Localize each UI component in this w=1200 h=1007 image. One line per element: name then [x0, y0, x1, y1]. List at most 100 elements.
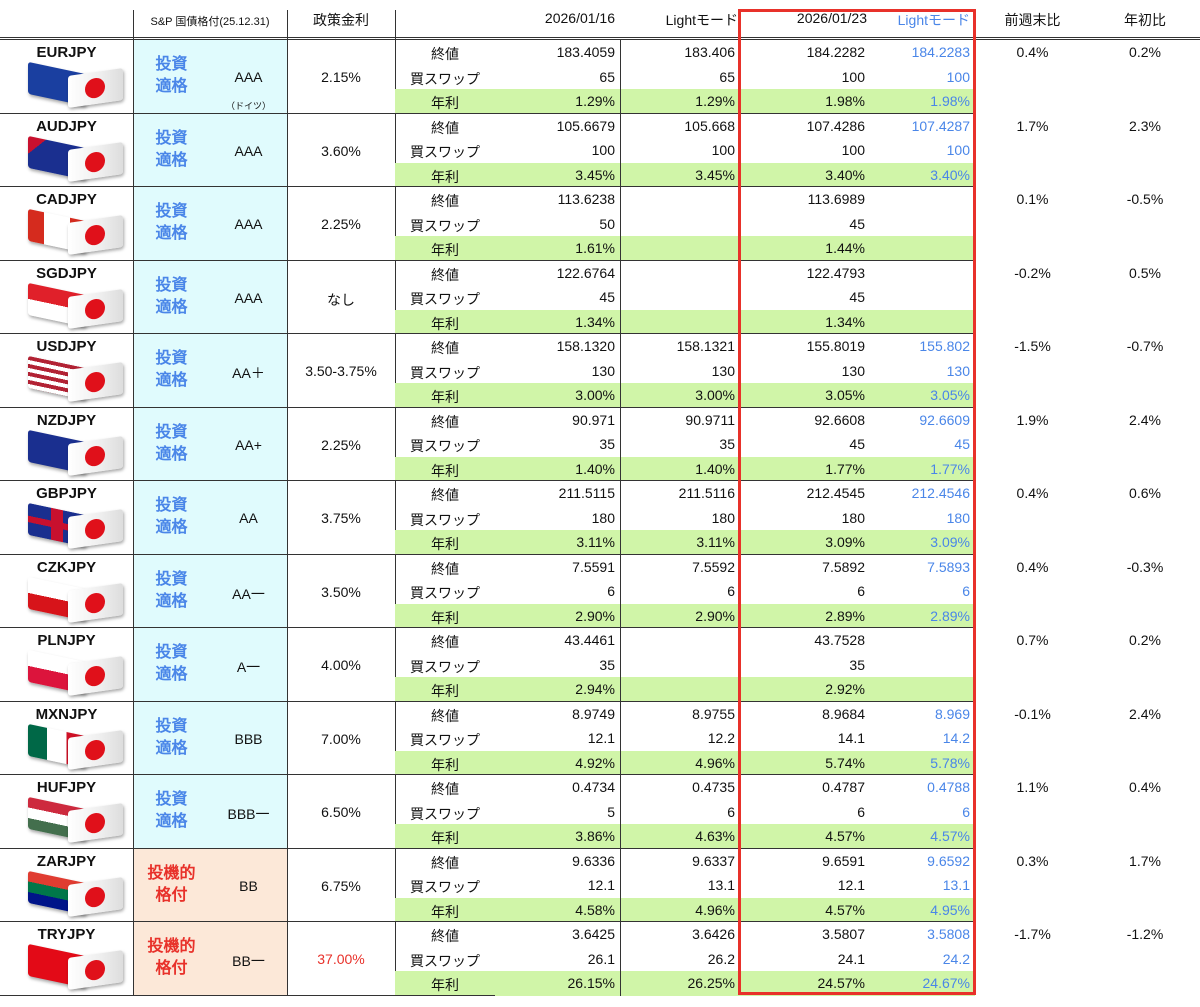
- year-change: 0.6%: [1129, 485, 1161, 501]
- currency-row: CADJPY 投資 適格 AAA 2.25% 終値 113.6238 113.69…: [0, 187, 1200, 261]
- swap-value: 100: [946, 142, 970, 158]
- currency-row: HUFJPY 投資 適格 BBB一 6.50% 終値 0.4734 0.4735 0…: [0, 775, 1200, 849]
- close-value: 122.4793: [806, 264, 865, 281]
- close-value: 7.5892: [822, 558, 865, 575]
- close-value: 7.5591: [572, 558, 615, 575]
- close-label: 終値: [431, 707, 459, 724]
- swap-value: 45: [849, 436, 865, 452]
- close-line: 終値 122.6764 122.4793: [395, 261, 975, 286]
- annual-value: 1.98%: [930, 93, 970, 109]
- week-change: 0.7%: [1016, 632, 1049, 648]
- close-value: 8.9749: [572, 705, 615, 722]
- close-value: 0.4735: [692, 779, 735, 795]
- close-value: 3.6425: [572, 926, 615, 942]
- swap-value: 13.1: [707, 877, 735, 893]
- row-divider: [0, 112, 975, 114]
- column-divider: [133, 10, 134, 995]
- swap-value: 13.1: [942, 877, 970, 893]
- close-value: 43.7528: [814, 632, 865, 648]
- annual-line: 年利 4.58% 4.96% 4.57% 4.95%: [395, 897, 975, 922]
- annual-value: 4.58%: [575, 901, 615, 918]
- column-divider: [620, 407, 621, 481]
- close-label: 終値: [431, 266, 459, 283]
- year-change: 0.2%: [1129, 44, 1161, 60]
- swap-label: 買スワップ: [410, 70, 480, 87]
- year-change: 2.4%: [1129, 411, 1161, 428]
- annual-value: 26.15%: [567, 975, 615, 991]
- policy-rate: 3.60%: [321, 142, 361, 159]
- swap-value: 50: [599, 215, 615, 232]
- swap-value: 180: [591, 509, 615, 526]
- close-line: 終値 8.9749 8.9755 8.9684 8.969: [395, 702, 975, 727]
- swap-value: 130: [711, 362, 735, 379]
- flag-icon-au: [28, 135, 123, 183]
- annual-value: 4.96%: [695, 901, 735, 918]
- annual-line: 年利 4.92% 4.96% 5.74% 5.78%: [395, 750, 975, 775]
- close-value: 92.6608: [814, 411, 865, 428]
- rating-value: BB: [239, 877, 258, 894]
- annual-label: 年利: [431, 536, 459, 552]
- close-value: 155.802: [919, 338, 970, 354]
- close-value: 90.971: [572, 411, 615, 428]
- rating-value: A一: [236, 659, 261, 675]
- annual-value: 4.57%: [930, 828, 970, 844]
- row-divider: [0, 700, 975, 702]
- close-value: 212.4545: [806, 485, 865, 501]
- header-year: 年初比: [1124, 12, 1166, 28]
- annual-value: 24.57%: [817, 975, 865, 991]
- flag-icon-eu: [28, 61, 123, 109]
- close-value: 92.6609: [919, 411, 970, 428]
- close-value: 183.4059: [556, 44, 615, 60]
- annual-value: 26.25%: [687, 975, 735, 991]
- close-value: 7.5893: [927, 558, 970, 575]
- currency-row: ZARJPY 投機的 格付 BB 6.75% 終値 9.6336 9.6337 9.…: [0, 848, 1200, 922]
- swap-value: 130: [591, 362, 615, 379]
- annual-value: 1.77%: [930, 460, 970, 477]
- rating-type: 投資 適格: [155, 350, 188, 389]
- swap-line: 買スワップ 65 65 100 100: [395, 65, 975, 90]
- rating-cell: [134, 187, 287, 261]
- rating-cell: [134, 334, 287, 408]
- rating-value: AAA: [234, 216, 263, 232]
- close-value: 184.2282: [806, 44, 865, 60]
- week-change: 0.1%: [1016, 191, 1049, 207]
- year-change: 2.4%: [1129, 705, 1161, 722]
- annual-line: 年利 1.61% 1.44%: [395, 236, 975, 261]
- close-label: 終値: [431, 46, 459, 62]
- swap-label: 買スワップ: [410, 217, 480, 234]
- swap-line: 買スワップ 100 100 100 100: [395, 138, 975, 163]
- swap-value: 180: [946, 509, 970, 526]
- annual-label: 年利: [431, 977, 459, 993]
- week-change: -0.2%: [1014, 264, 1051, 281]
- swap-label: 買スワップ: [410, 732, 480, 748]
- close-line: 終値 3.6425 3.6426 3.5807 3.5808: [395, 922, 975, 947]
- annual-value: 1.61%: [575, 240, 615, 256]
- column-divider: [620, 481, 621, 555]
- swap-line: 買スワップ 130 130 130 130: [395, 359, 975, 384]
- swap-value: 45: [954, 436, 970, 452]
- swap-label: 買スワップ: [410, 364, 480, 381]
- year-change: -0.3%: [1126, 558, 1164, 575]
- swap-value: 24.2: [942, 950, 970, 967]
- swap-value: 5: [607, 803, 615, 820]
- pair-name: SGDJPY: [36, 264, 97, 282]
- annual-label: 年利: [431, 683, 459, 699]
- currency-row: USDJPY 投資 適格 AA＋ 3.50-3.75% 終値 158.1320 1…: [0, 334, 1200, 408]
- week-change: 0.4%: [1016, 44, 1049, 60]
- close-value: 211.5115: [558, 485, 615, 501]
- pair-name: EURJPY: [36, 44, 97, 61]
- annual-label: 年利: [431, 830, 459, 846]
- close-line: 終値 211.5115 211.5116 212.4545 212.4546: [395, 481, 975, 506]
- close-value: 3.6426: [692, 926, 735, 942]
- currency-row: SGDJPY 投資 適格 AAA なし 終値 122.6764 122.4793 …: [0, 260, 1200, 334]
- header-week: 前週末比: [1004, 12, 1061, 28]
- close-value: 212.4546: [911, 485, 970, 501]
- flag-icon-tr: [28, 943, 123, 991]
- close-line: 終値 113.6238 113.6989: [395, 187, 975, 212]
- swap-value: 6: [727, 803, 735, 820]
- rating-cell: [134, 407, 287, 481]
- currency-row: TRYJPY 投機的 格付 BB一 37.00% 終値 3.6425 3.6426…: [0, 922, 1200, 996]
- pair-name: CADJPY: [36, 191, 97, 208]
- swap-value: 6: [962, 803, 970, 820]
- header-divider: [0, 37, 1200, 40]
